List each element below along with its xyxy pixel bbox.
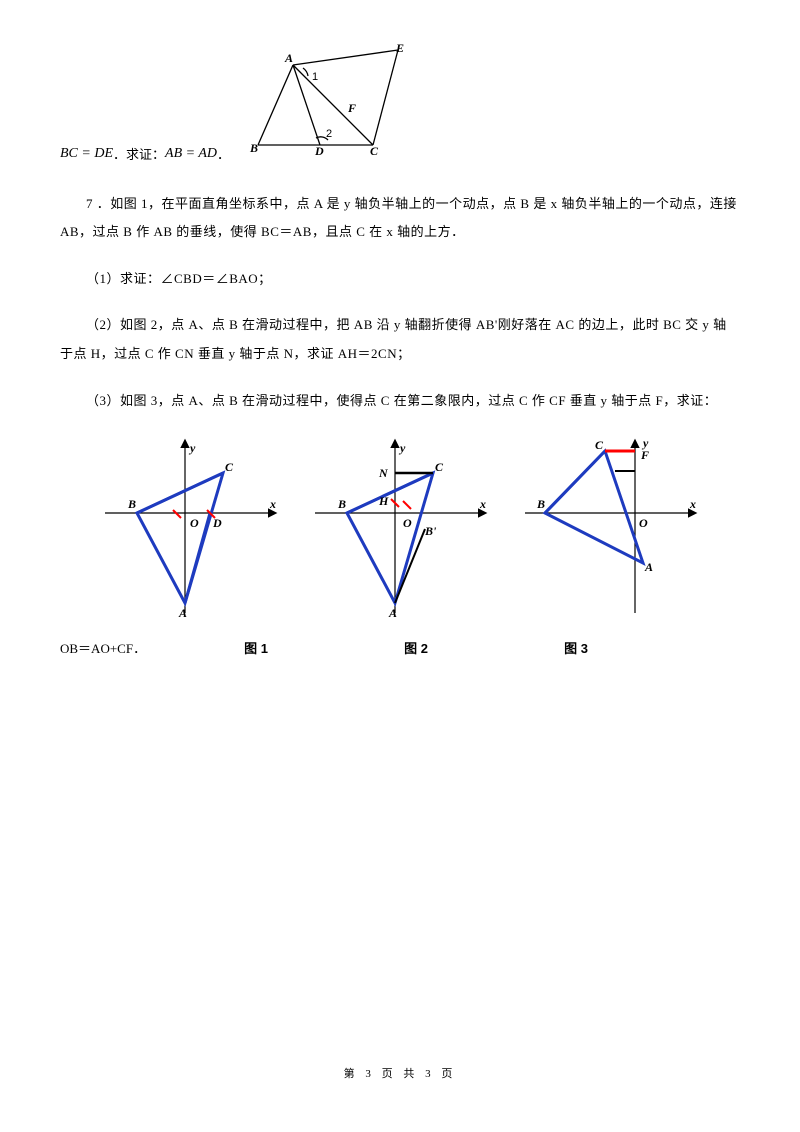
svg-text:C: C bbox=[595, 438, 604, 452]
figures-row: y x O B C D A y x O B C N H B' bbox=[60, 433, 740, 623]
svg-text:O: O bbox=[190, 516, 199, 530]
figure-3: y x O B C F A bbox=[515, 433, 705, 623]
svg-text:H: H bbox=[378, 494, 389, 508]
figure-q6: A B C D E F 1 2 bbox=[238, 40, 408, 166]
svg-text:B: B bbox=[127, 497, 136, 511]
text-prove: ．求证： bbox=[113, 141, 165, 170]
svg-text:A: A bbox=[178, 606, 187, 620]
svg-text:B: B bbox=[536, 497, 545, 511]
label-A: A bbox=[284, 51, 293, 65]
label-angle-2: 2 bbox=[326, 128, 332, 140]
svg-text:B: B bbox=[337, 497, 346, 511]
svg-text:A: A bbox=[388, 606, 397, 620]
label-C: C bbox=[370, 144, 379, 155]
svg-text:O: O bbox=[639, 516, 648, 530]
label-D: D bbox=[314, 144, 324, 155]
figure-1: y x O B C D A bbox=[95, 433, 285, 623]
svg-text:O: O bbox=[403, 516, 412, 530]
svg-text:B': B' bbox=[424, 524, 437, 538]
page-footer: 第 3 页 共 3 页 bbox=[0, 1062, 800, 1086]
label-F: F bbox=[347, 101, 356, 115]
formula-ab-ad: AB = AD bbox=[165, 139, 217, 170]
label-E: E bbox=[395, 41, 404, 55]
svg-text:D: D bbox=[212, 516, 222, 530]
svg-text:C: C bbox=[435, 460, 444, 474]
figure-2: y x O B C N H B' A bbox=[305, 433, 495, 623]
label-B: B bbox=[249, 141, 258, 155]
question-6-line: BC = DE ．求证： AB = AD ． A B C D bbox=[60, 40, 740, 170]
q7-part1: （1）求证：∠CBD＝∠BAO； bbox=[60, 265, 740, 294]
svg-text:x: x bbox=[689, 497, 696, 511]
svg-text:N: N bbox=[378, 466, 389, 480]
svg-text:A: A bbox=[644, 560, 653, 574]
svg-text:x: x bbox=[479, 497, 486, 511]
q7-stem: 7 ．如图 1，在平面直角坐标系中，点 A 是 y 轴负半轴上的一个动点，点 B… bbox=[60, 190, 740, 247]
svg-text:F: F bbox=[640, 448, 649, 462]
period: ． bbox=[217, 141, 230, 170]
svg-text:C: C bbox=[225, 460, 234, 474]
formula-bc-de: BC = DE bbox=[60, 139, 113, 170]
svg-text:y: y bbox=[188, 441, 196, 455]
q7-part2: （2）如图 2，点 A、点 B 在滑动过程中，把 AB 沿 y 轴翻折使得 AB… bbox=[60, 311, 740, 368]
q7-conclusion: OB＝AO+CF． bbox=[60, 635, 146, 664]
caption-fig2: 图 2 bbox=[396, 635, 436, 664]
caption-fig3: 图 3 bbox=[556, 635, 596, 664]
caption-fig1: 图 1 bbox=[236, 635, 276, 664]
label-angle-1: 1 bbox=[312, 71, 318, 83]
q7-part3: （3）如图 3，点 A、点 B 在滑动过程中，使得点 C 在第二象限内，过点 C… bbox=[60, 387, 740, 416]
svg-text:y: y bbox=[398, 441, 406, 455]
svg-text:x: x bbox=[269, 497, 276, 511]
